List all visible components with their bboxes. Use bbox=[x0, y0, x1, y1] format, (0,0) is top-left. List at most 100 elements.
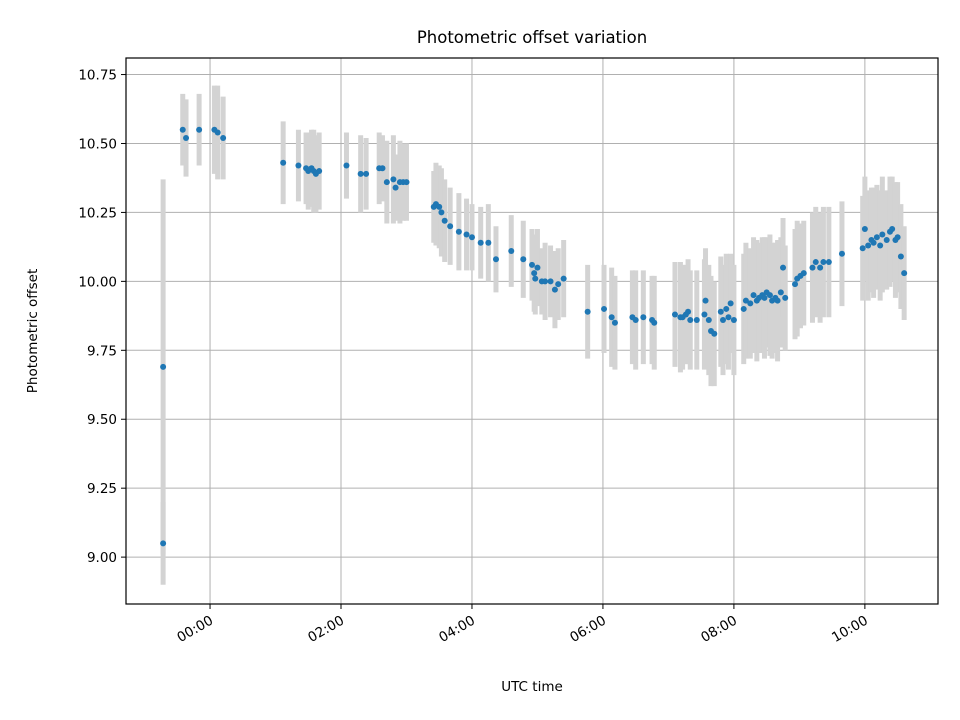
y-tick-label: 10.00 bbox=[78, 274, 117, 290]
data-point bbox=[740, 305, 747, 312]
data-point bbox=[468, 234, 475, 241]
data-point bbox=[295, 162, 302, 169]
data-point bbox=[705, 316, 712, 323]
y-tick-label: 9.75 bbox=[87, 343, 117, 359]
y-axis-label: Photometric offset bbox=[25, 269, 41, 393]
data-point bbox=[357, 170, 364, 177]
data-point bbox=[873, 234, 880, 241]
data-point bbox=[520, 256, 527, 263]
data-point bbox=[780, 264, 787, 271]
data-point bbox=[463, 231, 470, 238]
y-tick-label: 9.25 bbox=[87, 481, 117, 497]
plot-frame bbox=[125, 57, 939, 605]
data-point bbox=[687, 316, 694, 323]
data-point bbox=[560, 275, 567, 282]
y-tick-label: 9.00 bbox=[87, 550, 117, 566]
data-point bbox=[390, 176, 397, 183]
data-point bbox=[160, 540, 167, 547]
data-point bbox=[608, 314, 615, 321]
data-point bbox=[766, 292, 773, 299]
data-point bbox=[671, 311, 678, 318]
data-point bbox=[711, 330, 718, 337]
data-point bbox=[879, 231, 886, 238]
data-point bbox=[477, 239, 484, 246]
data-point bbox=[812, 259, 819, 266]
data-point bbox=[542, 278, 549, 285]
data-point bbox=[859, 245, 866, 252]
data-point bbox=[601, 305, 608, 312]
data-point bbox=[889, 225, 896, 232]
y-tick-label: 10.75 bbox=[78, 68, 117, 84]
data-point bbox=[894, 234, 901, 241]
data-point bbox=[179, 126, 186, 133]
data-point bbox=[702, 297, 709, 304]
data-point bbox=[436, 203, 443, 210]
data-point bbox=[820, 259, 827, 266]
data-point bbox=[343, 162, 350, 169]
data-point bbox=[534, 264, 541, 271]
data-point bbox=[719, 316, 726, 323]
data-point bbox=[747, 300, 754, 307]
data-point bbox=[551, 286, 558, 293]
data-point bbox=[363, 170, 370, 177]
data-point bbox=[532, 275, 539, 282]
data-point bbox=[280, 159, 287, 166]
data-point bbox=[183, 134, 190, 141]
data-point bbox=[701, 311, 708, 318]
data-point bbox=[870, 239, 877, 246]
data-point bbox=[651, 319, 658, 326]
data-point bbox=[809, 264, 816, 271]
y-tick-label: 9.50 bbox=[87, 412, 117, 428]
data-point bbox=[508, 248, 515, 255]
chart-title: Photometric offset variation bbox=[417, 28, 647, 47]
data-point bbox=[723, 305, 730, 312]
y-tick-label: 10.50 bbox=[78, 136, 117, 152]
data-point bbox=[901, 270, 908, 277]
data-point bbox=[392, 184, 399, 191]
data-point bbox=[750, 292, 757, 299]
data-point bbox=[640, 314, 647, 321]
data-point bbox=[529, 261, 535, 268]
data-point bbox=[877, 242, 884, 249]
data-point bbox=[817, 264, 824, 271]
data-point bbox=[897, 253, 904, 260]
data-point bbox=[792, 281, 799, 288]
data-point bbox=[220, 134, 227, 141]
data-point bbox=[727, 300, 734, 307]
data-point bbox=[742, 297, 749, 304]
data-point bbox=[196, 126, 203, 133]
data-point bbox=[160, 363, 167, 370]
data-point bbox=[555, 281, 562, 288]
data-point bbox=[383, 179, 390, 186]
data-point bbox=[777, 289, 784, 296]
data-point bbox=[214, 129, 221, 136]
data-points bbox=[160, 126, 908, 547]
data-point bbox=[441, 217, 448, 224]
data-point bbox=[693, 316, 700, 323]
data-point bbox=[438, 209, 445, 216]
x-axis-label: UTC time bbox=[501, 679, 563, 695]
data-point bbox=[774, 297, 781, 304]
data-point bbox=[730, 316, 737, 323]
data-point bbox=[800, 270, 807, 277]
data-point bbox=[611, 319, 618, 326]
data-point bbox=[584, 308, 591, 315]
data-point bbox=[547, 278, 554, 285]
data-point bbox=[492, 256, 499, 263]
data-point bbox=[761, 294, 768, 301]
y-tick-label: 10.25 bbox=[78, 205, 117, 221]
data-point bbox=[717, 308, 724, 315]
data-point bbox=[403, 179, 410, 186]
data-point bbox=[861, 225, 868, 232]
data-point bbox=[825, 259, 832, 266]
data-point bbox=[531, 270, 538, 277]
data-point bbox=[782, 294, 789, 301]
data-point bbox=[865, 242, 872, 249]
data-point bbox=[455, 228, 462, 235]
data-point bbox=[485, 239, 492, 246]
data-point bbox=[883, 237, 890, 243]
data-point bbox=[379, 165, 386, 172]
data-point bbox=[685, 308, 692, 315]
